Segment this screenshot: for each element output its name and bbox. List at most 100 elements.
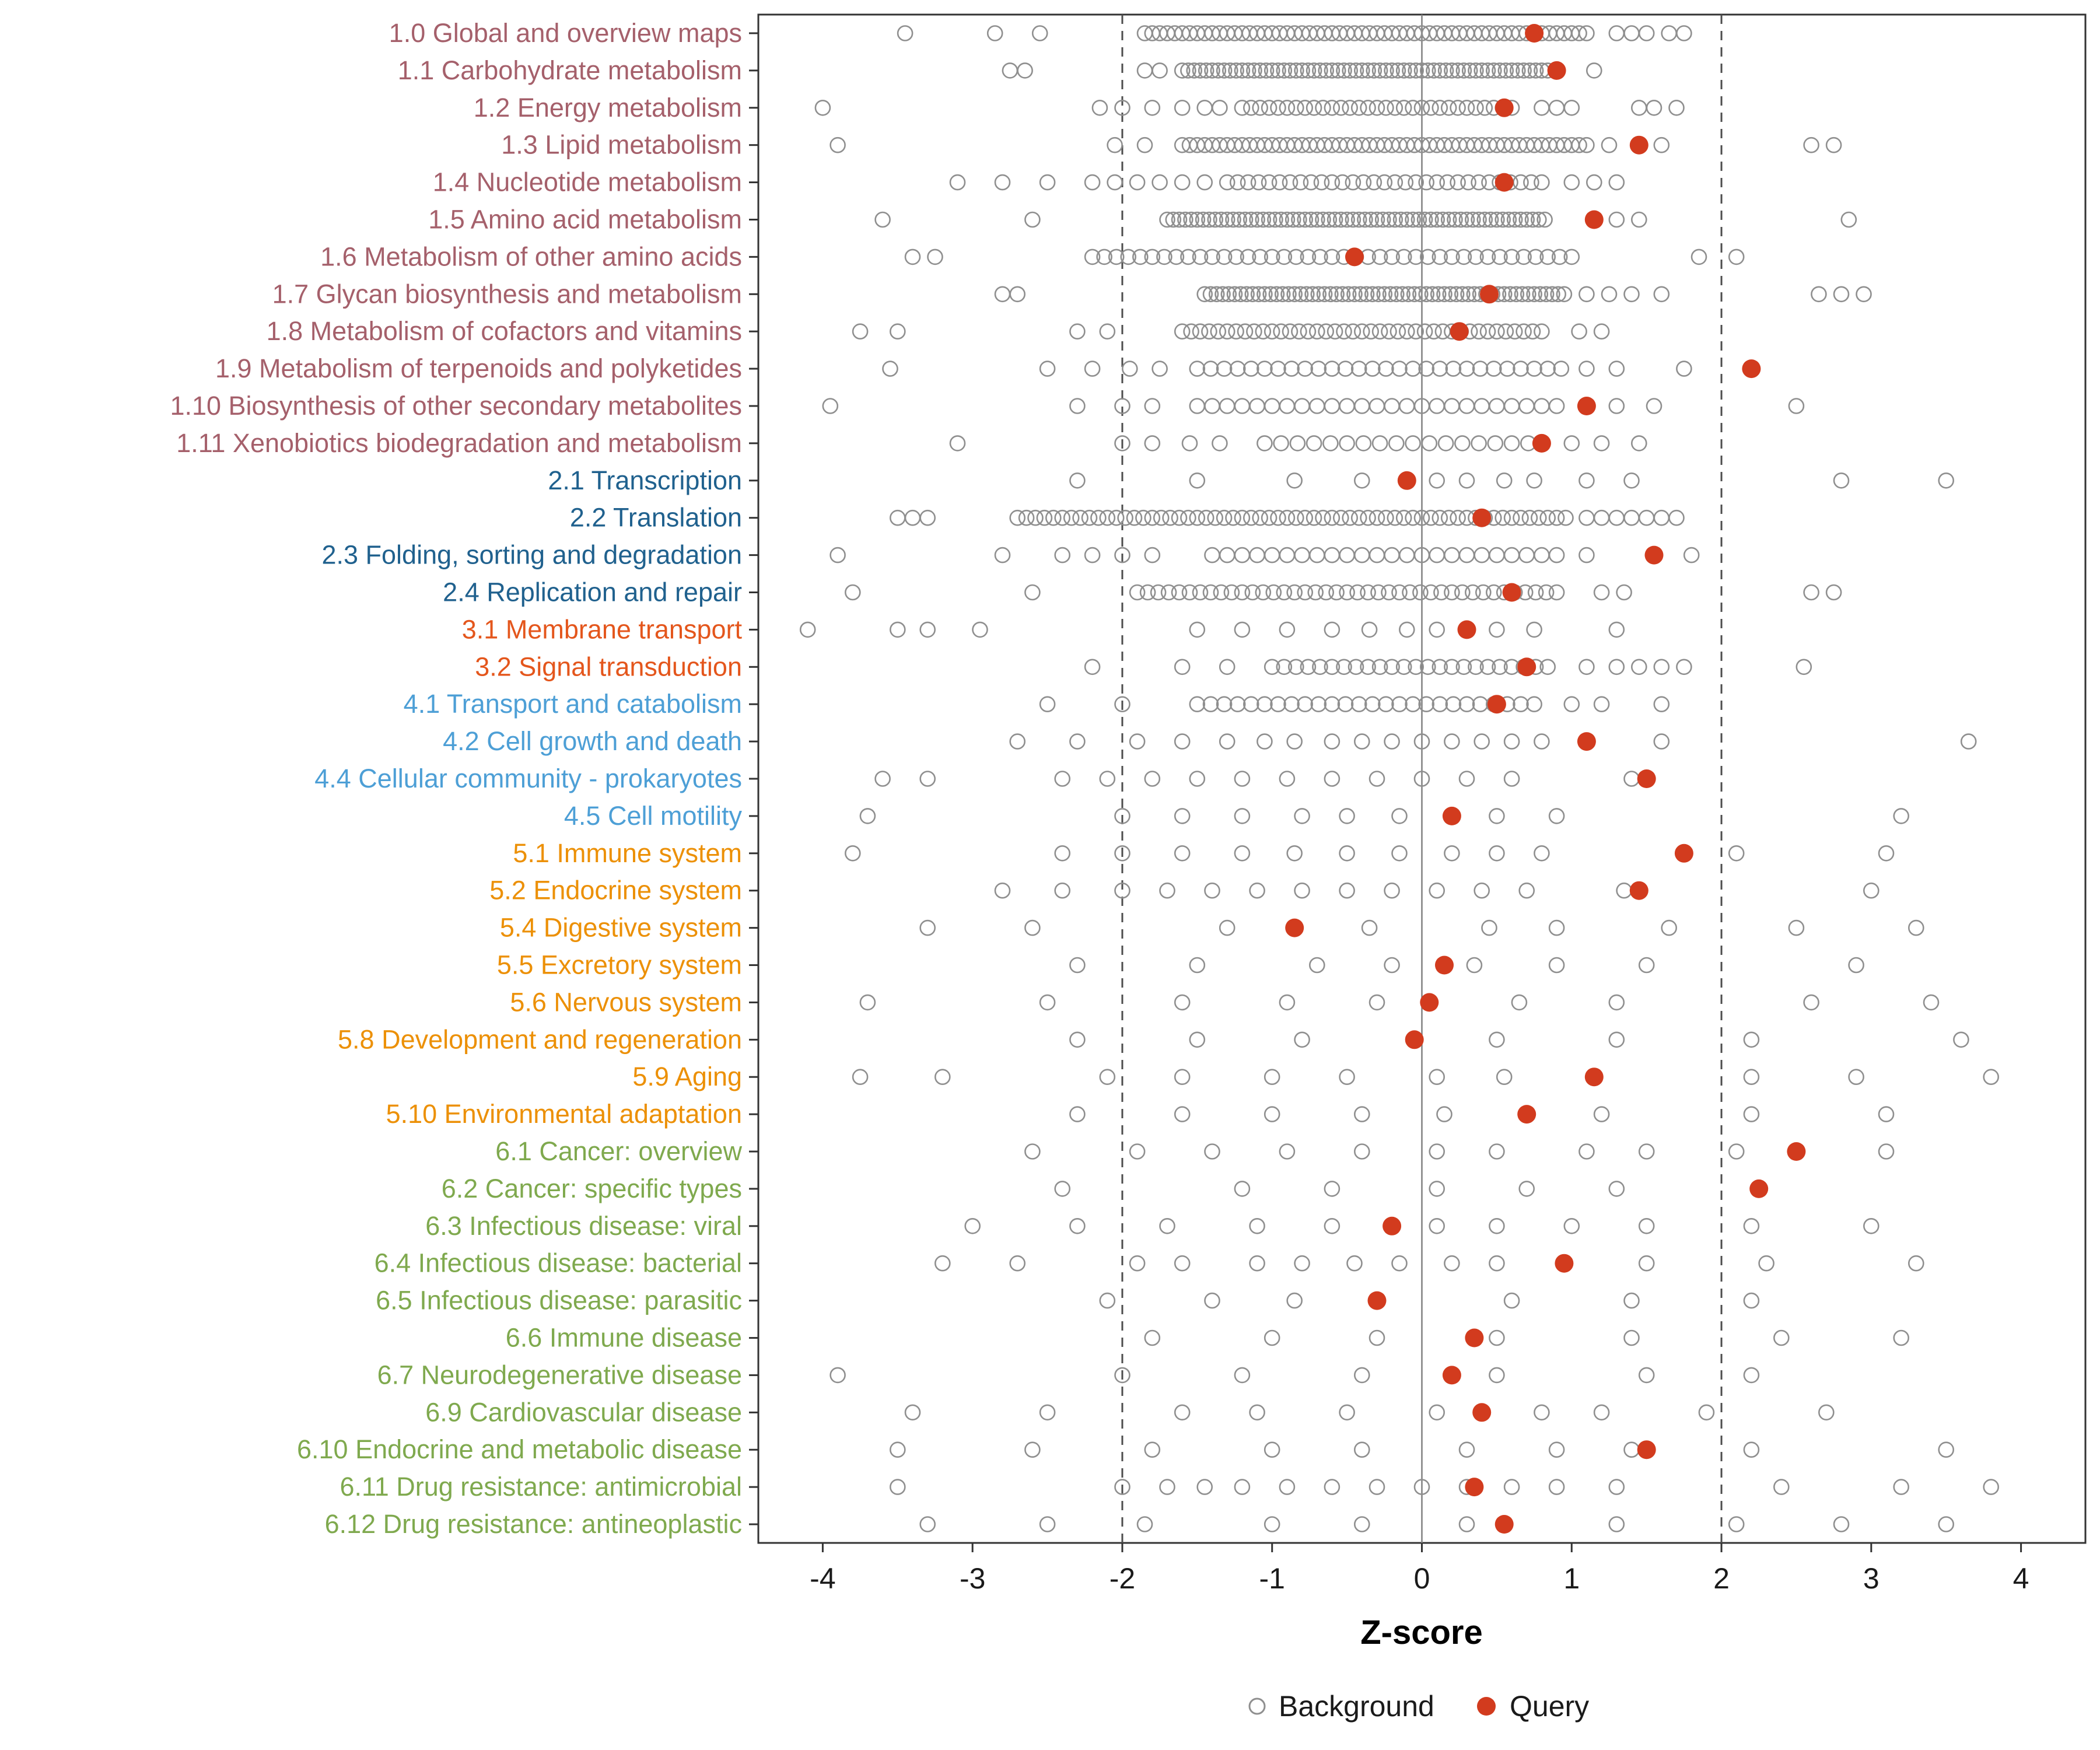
background-point xyxy=(1413,62,1430,79)
background-point xyxy=(1433,584,1450,601)
background-point xyxy=(1556,286,1573,303)
background-point xyxy=(1009,733,1026,750)
background-point xyxy=(1294,1255,1310,1272)
background-point xyxy=(1432,249,1448,265)
background-point xyxy=(1192,323,1209,340)
background-point xyxy=(1531,509,1547,526)
background-point xyxy=(1264,1069,1280,1085)
background-point xyxy=(1623,1329,1640,1346)
background-point xyxy=(1923,994,1940,1011)
background-point xyxy=(1129,1255,1146,1272)
background-point xyxy=(1198,62,1214,79)
background-point xyxy=(1144,249,1161,265)
background-point xyxy=(1339,808,1355,824)
background-point xyxy=(1429,621,1445,638)
x-tick-label: 3 xyxy=(1863,1562,1880,1595)
category-label: 4.4 Cellular community - prokaryotes xyxy=(314,764,742,793)
background-point xyxy=(1204,249,1220,265)
background-point xyxy=(1084,249,1101,265)
background-point xyxy=(1429,472,1445,489)
background-point xyxy=(1054,509,1070,526)
background-point xyxy=(1653,733,1670,750)
background-point xyxy=(1440,100,1457,116)
background-point xyxy=(1354,1143,1370,1160)
background-point xyxy=(1631,659,1647,676)
background-point xyxy=(1310,360,1327,377)
query-point xyxy=(1442,1366,1461,1385)
query-point xyxy=(1480,285,1499,304)
background-point xyxy=(1312,659,1328,676)
background-point xyxy=(1420,249,1436,265)
background-point xyxy=(1324,100,1340,116)
background-point xyxy=(1350,696,1367,712)
category-label: 6.3 Infectious disease: viral xyxy=(425,1211,742,1241)
background-point xyxy=(1429,1404,1445,1421)
background-point xyxy=(1309,957,1325,974)
background-point xyxy=(1475,584,1492,601)
query-point xyxy=(1494,173,1514,192)
background-point xyxy=(1476,100,1493,116)
background-point xyxy=(1024,1143,1041,1160)
background-point xyxy=(1234,62,1251,79)
background-point xyxy=(1548,509,1565,526)
background-point xyxy=(852,323,869,340)
background-point xyxy=(1384,957,1400,974)
background-point xyxy=(1114,1479,1130,1495)
background-point xyxy=(1360,100,1376,116)
background-point xyxy=(1252,62,1268,79)
background-point xyxy=(1324,621,1340,638)
background-point xyxy=(1440,509,1457,526)
background-point xyxy=(1489,808,1505,824)
background-point xyxy=(935,1255,951,1272)
background-point xyxy=(1249,1404,1265,1421)
background-point xyxy=(1474,733,1490,750)
background-point xyxy=(1608,211,1625,228)
background-point xyxy=(1458,696,1475,712)
background-point xyxy=(1340,286,1357,303)
background-point xyxy=(1107,174,1123,191)
background-point xyxy=(1893,808,1909,824)
background-point xyxy=(1159,1479,1175,1495)
query-point xyxy=(1494,98,1514,117)
background-point xyxy=(1243,211,1259,228)
background-point xyxy=(1384,659,1400,676)
background-point xyxy=(994,174,1011,191)
background-point xyxy=(935,1069,951,1085)
background-point xyxy=(1152,360,1168,377)
background-point xyxy=(1413,1479,1430,1495)
background-point xyxy=(1653,136,1670,153)
background-point xyxy=(1413,771,1430,787)
background-point xyxy=(1405,435,1421,452)
background-point xyxy=(1758,1255,1774,1272)
background-point xyxy=(1371,659,1388,676)
background-point xyxy=(1348,659,1364,676)
background-point xyxy=(919,509,936,526)
query-point xyxy=(1525,24,1544,43)
background-point xyxy=(1144,398,1161,414)
background-point xyxy=(1429,211,1445,228)
background-point xyxy=(1313,174,1330,191)
background-point xyxy=(1009,286,1026,303)
background-point xyxy=(1938,472,1954,489)
background-point xyxy=(1408,62,1424,79)
background-point xyxy=(1204,882,1220,899)
background-point xyxy=(1388,286,1405,303)
background-point xyxy=(1204,62,1220,79)
background-point xyxy=(1586,174,1602,191)
background-point xyxy=(1276,249,1293,265)
background-point xyxy=(1279,211,1296,228)
background-point xyxy=(1623,286,1640,303)
background-point xyxy=(1250,174,1267,191)
background-point xyxy=(1516,323,1532,340)
background-point xyxy=(1337,696,1354,712)
background-point xyxy=(1368,509,1385,526)
background-point xyxy=(1201,323,1217,340)
background-point xyxy=(1132,249,1149,265)
background-point xyxy=(1294,62,1310,79)
query-point xyxy=(1397,471,1416,490)
background-point xyxy=(1444,733,1460,750)
background-point xyxy=(1388,435,1405,452)
points-layer xyxy=(799,24,1999,1534)
background-point xyxy=(1222,62,1238,79)
background-point xyxy=(1458,100,1475,116)
